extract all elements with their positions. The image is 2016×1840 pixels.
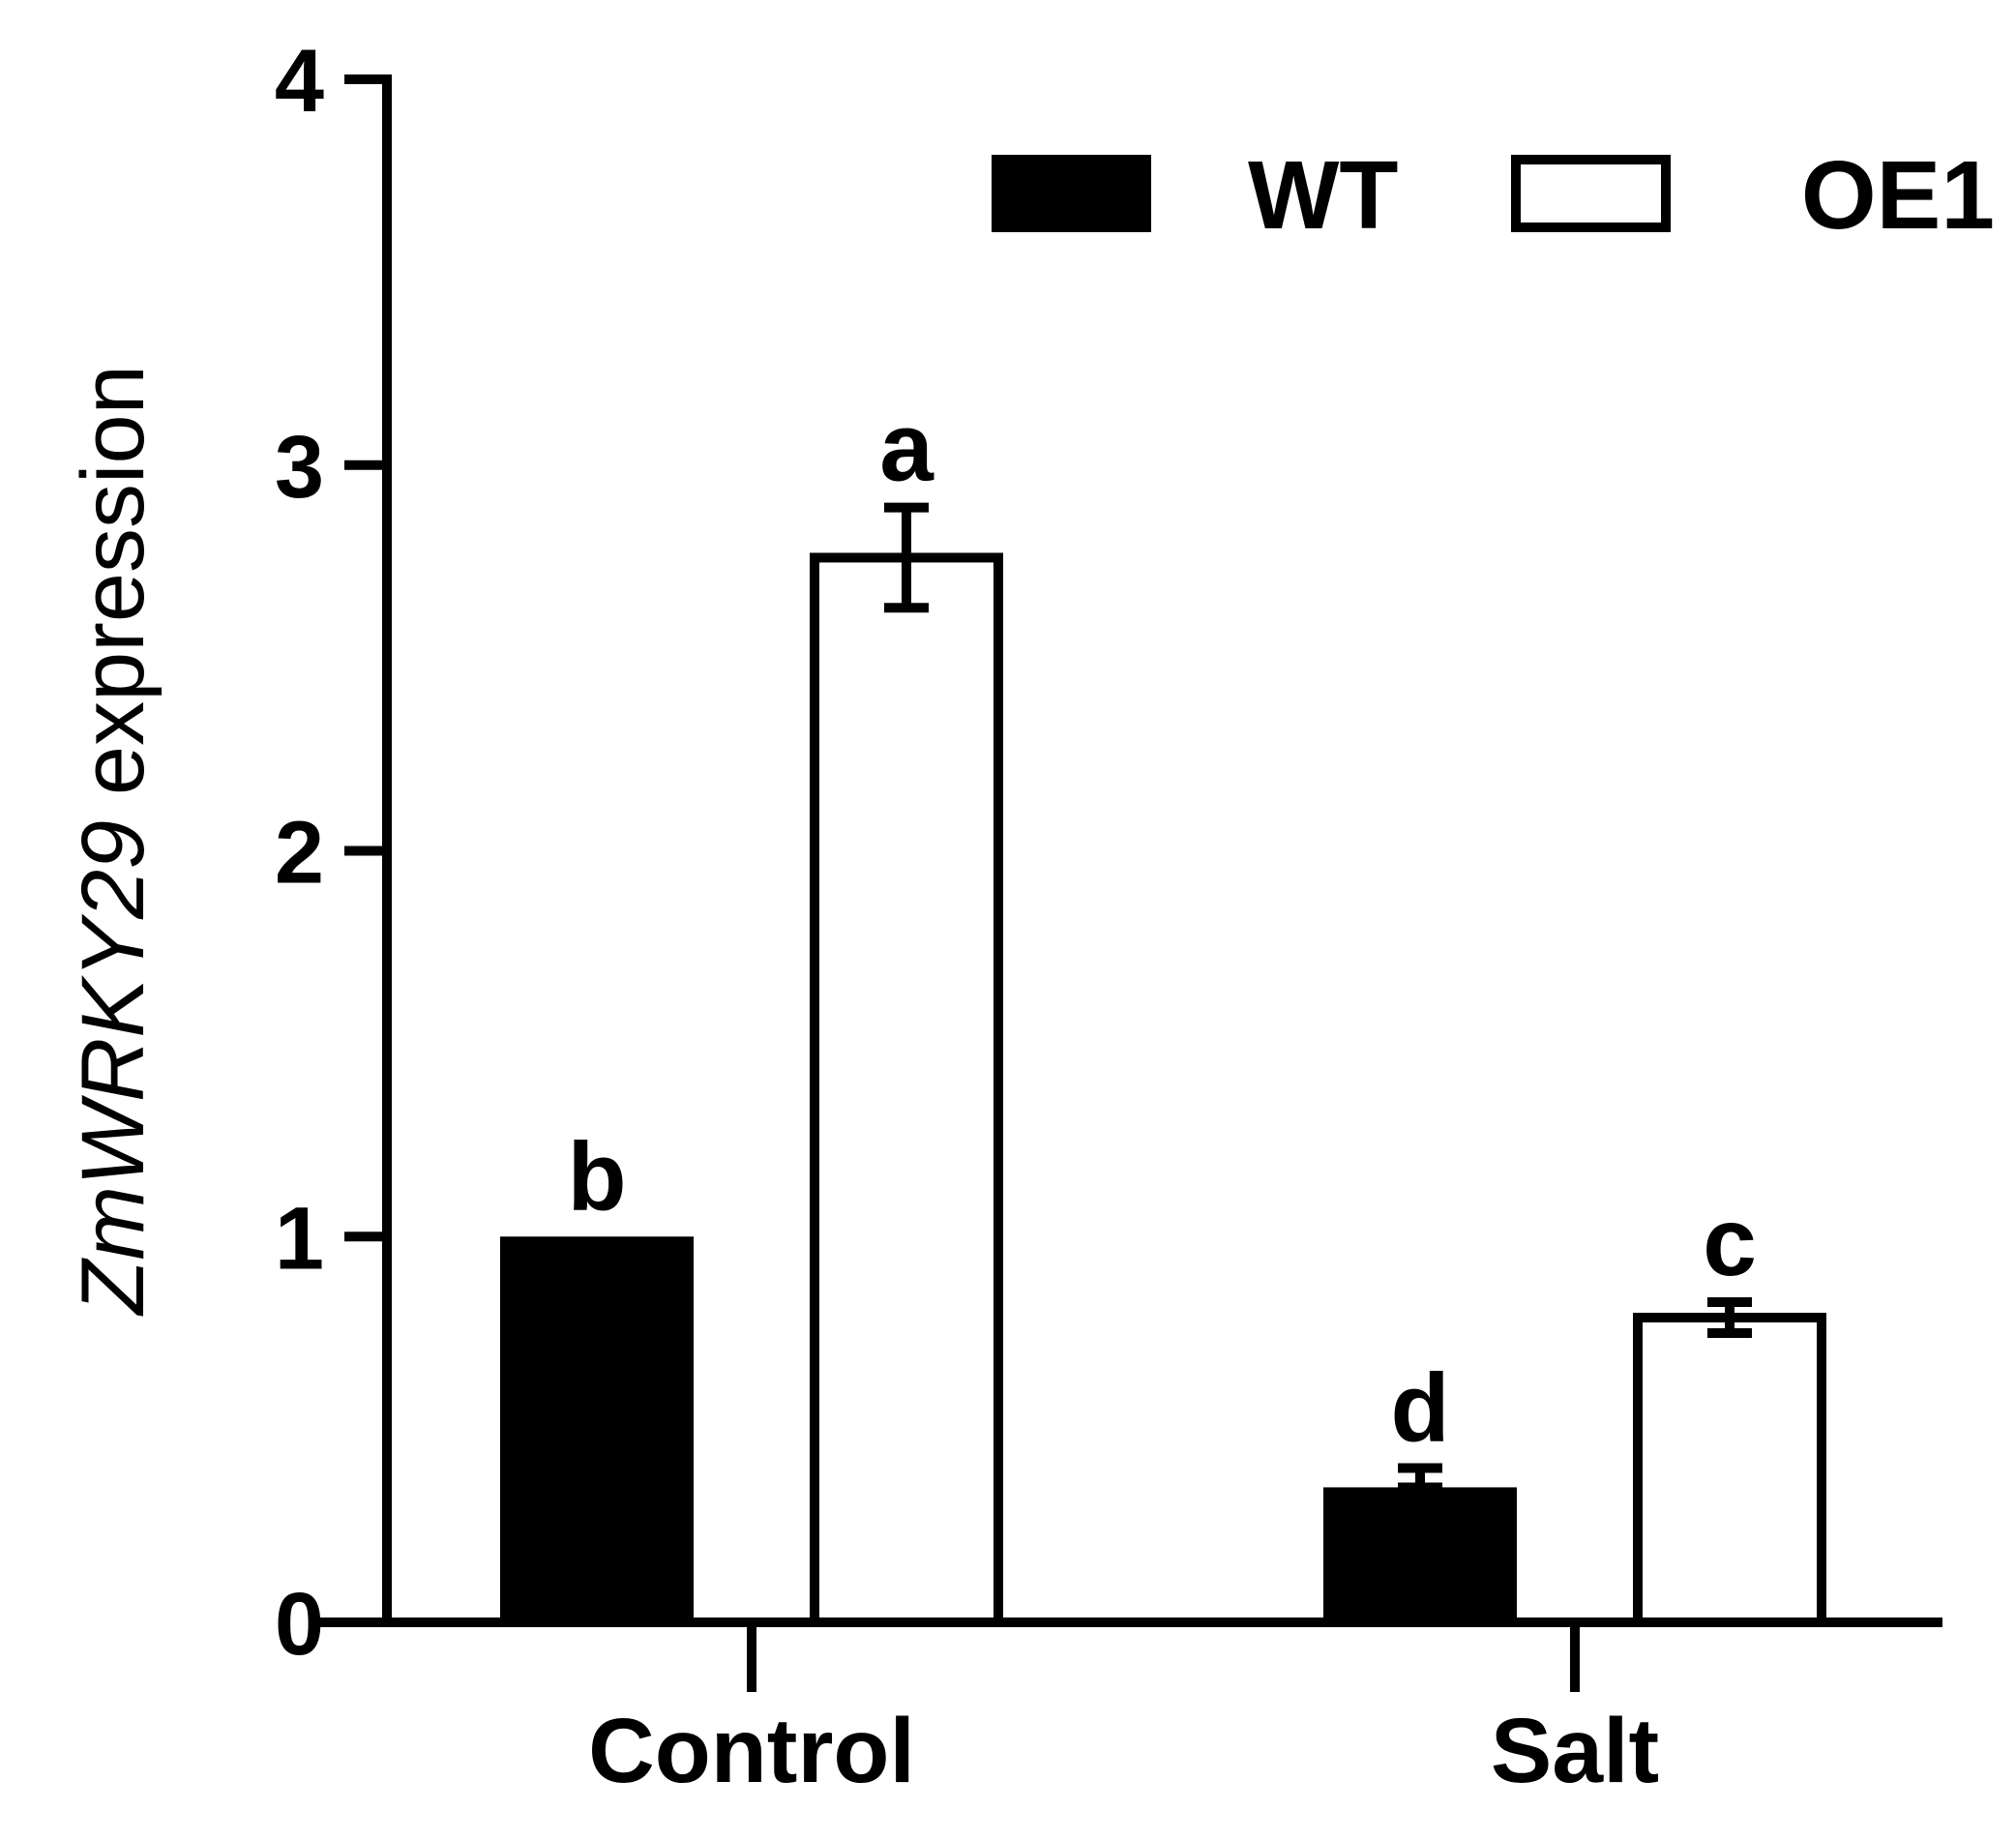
legend-swatch-oe1: [1511, 155, 1671, 232]
error-bars: [884, 502, 1752, 1493]
legend-label-oe1: OE1: [1801, 141, 1995, 250]
y-axis: 0 1 2 3 4: [275, 32, 392, 1674]
y-tick-label: 0: [275, 1575, 324, 1674]
legend: WT OE1: [992, 141, 1995, 250]
bar-oe1: [810, 552, 1003, 1628]
x-axis: Control Salt: [319, 1617, 1942, 1802]
x-tick-label: Salt: [1491, 1700, 1659, 1802]
significance-letters: b d a c: [567, 394, 1756, 1463]
y-axis-title-italic: ZmWRKY29: [64, 820, 163, 1317]
y-tick-label: 4: [275, 32, 324, 131]
significance-letter: b: [567, 1122, 626, 1231]
bars: [500, 552, 1826, 1628]
y-tick-label: 3: [275, 418, 324, 517]
significance-letter: a: [879, 394, 934, 502]
x-tick-label: Control: [588, 1700, 915, 1802]
y-axis-title: ZmWRKY29 expression: [64, 365, 163, 1317]
bar-wt: [1323, 1487, 1517, 1622]
legend-swatch-wt: [992, 155, 1151, 232]
y-tick-label: 1: [275, 1189, 324, 1288]
legend-label-wt: WT: [1248, 141, 1398, 250]
bar-wt: [500, 1236, 694, 1622]
y-axis-title-plain: expression: [64, 365, 163, 819]
bar-oe1: [1633, 1312, 1826, 1628]
y-tick-label: 2: [275, 804, 324, 903]
significance-letter: d: [1390, 1354, 1449, 1463]
significance-letter: c: [1703, 1188, 1757, 1296]
